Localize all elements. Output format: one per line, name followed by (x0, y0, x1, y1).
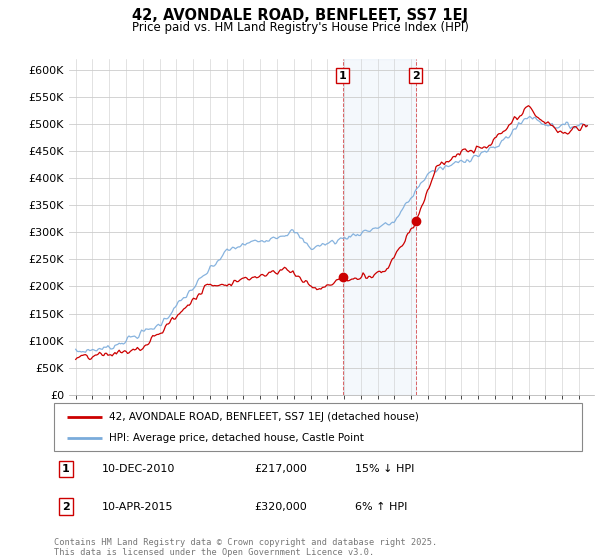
Text: Price paid vs. HM Land Registry's House Price Index (HPI): Price paid vs. HM Land Registry's House … (131, 21, 469, 34)
Text: £217,000: £217,000 (254, 464, 308, 474)
Text: 42, AVONDALE ROAD, BENFLEET, SS7 1EJ (detached house): 42, AVONDALE ROAD, BENFLEET, SS7 1EJ (de… (109, 412, 419, 422)
FancyBboxPatch shape (54, 403, 582, 451)
Bar (343, 59, 416, 395)
Text: 1: 1 (339, 71, 347, 81)
Text: 6% ↑ HPI: 6% ↑ HPI (355, 502, 407, 511)
Text: 2: 2 (412, 71, 419, 81)
Text: 10-DEC-2010: 10-DEC-2010 (101, 464, 175, 474)
Text: Contains HM Land Registry data © Crown copyright and database right 2025.
This d: Contains HM Land Registry data © Crown c… (54, 538, 437, 557)
Text: 42, AVONDALE ROAD, BENFLEET, SS7 1EJ: 42, AVONDALE ROAD, BENFLEET, SS7 1EJ (132, 8, 468, 24)
Text: 10-APR-2015: 10-APR-2015 (101, 502, 173, 511)
Text: 2: 2 (62, 502, 70, 511)
Text: 1: 1 (62, 464, 70, 474)
Text: 15% ↓ HPI: 15% ↓ HPI (355, 464, 415, 474)
Text: HPI: Average price, detached house, Castle Point: HPI: Average price, detached house, Cast… (109, 433, 364, 444)
Text: £320,000: £320,000 (254, 502, 307, 511)
